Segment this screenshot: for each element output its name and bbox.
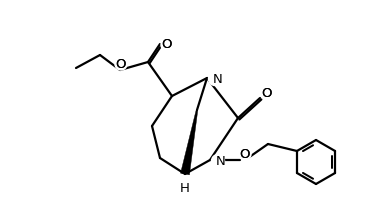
Circle shape	[261, 87, 273, 99]
Text: O: O	[262, 87, 272, 99]
Text: O: O	[116, 58, 126, 70]
Text: O: O	[162, 39, 172, 51]
Text: O: O	[116, 58, 126, 70]
Polygon shape	[180, 110, 198, 175]
Text: N: N	[216, 155, 226, 167]
Circle shape	[115, 58, 127, 70]
Circle shape	[161, 39, 173, 51]
Text: N: N	[213, 73, 223, 85]
Text: H: H	[180, 182, 190, 194]
Text: O: O	[240, 148, 250, 160]
Text: O: O	[162, 39, 172, 51]
Circle shape	[209, 73, 222, 85]
Circle shape	[239, 148, 251, 160]
Circle shape	[212, 155, 225, 167]
Text: O: O	[262, 87, 272, 99]
Text: O: O	[240, 148, 250, 160]
